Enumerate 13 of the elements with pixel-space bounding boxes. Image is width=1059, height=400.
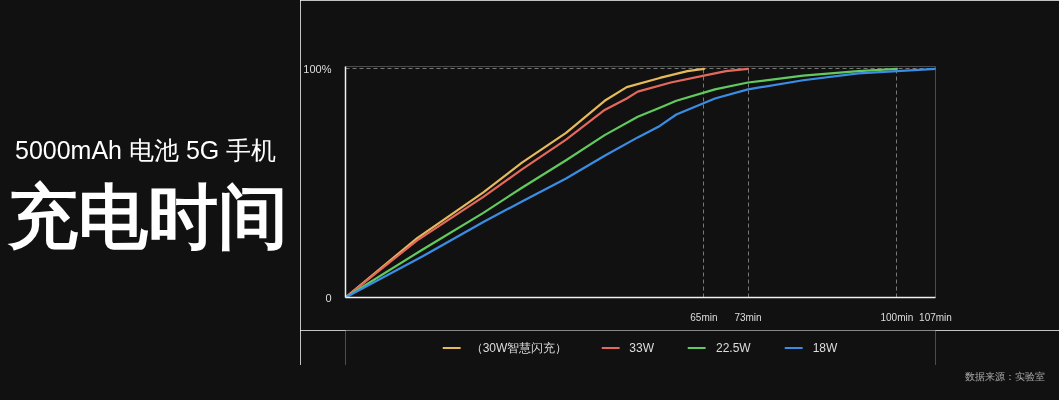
x-tick-label: 107min <box>919 311 952 323</box>
text: 充电时间 <box>7 177 288 257</box>
x-tick-label: 73min <box>734 311 762 323</box>
y-tick-label: 100% <box>303 62 332 75</box>
x-tick-label: 65min <box>690 311 718 323</box>
legend-label: （30W智慧闪充） <box>470 339 568 356</box>
y-tick-label: 0 <box>325 291 332 304</box>
text: 5000mAh 电池 5G 手机 <box>14 135 278 165</box>
legend-label: 33W <box>629 340 654 355</box>
x-tick-label: 100min <box>880 311 914 323</box>
source-note: 数据来源：实验室 <box>964 370 1045 383</box>
legend-label: 22.5W <box>716 340 751 355</box>
legend-label: 18W <box>812 340 838 355</box>
